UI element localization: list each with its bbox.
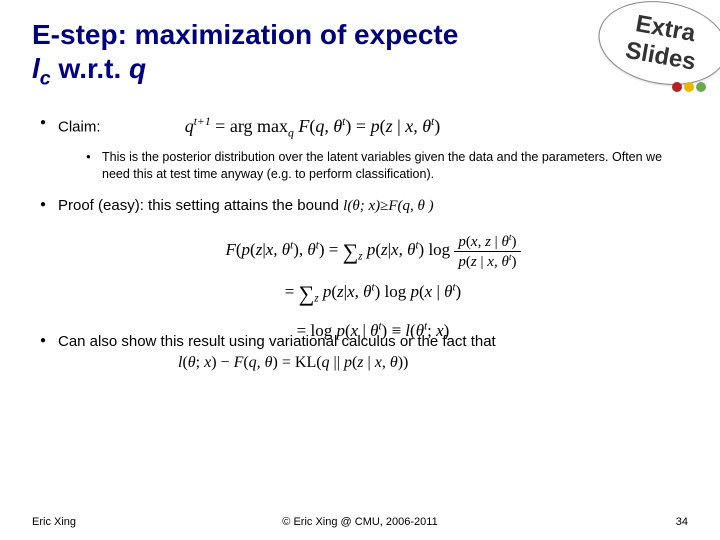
dot-2 [684,82,694,92]
footer-page-number: 34 [676,516,688,528]
footer-copyright: © Eric Xing @ CMU, 2006-2011 [282,516,437,528]
slide-footer: Eric Xing © Eric Xing @ CMU, 2006-2011 3… [0,516,720,528]
proof-math: l(θ; x)≥F(q, θ ) [343,198,433,214]
dot-3 [696,82,706,92]
can-also-text: Can also show this result using variatio… [58,333,496,350]
kl-equation: l(θ; x) − F(q, θ) = KL(q || p(z | x, θ)) [178,354,688,372]
footer-author: Eric Xing [32,516,76,528]
corner-dots [672,82,706,92]
bullet-claim: Claim: qt+1 = arg maxq F(q, θt) = p(z | … [40,115,688,183]
claim-note: This is the posterior distribution over … [86,149,688,183]
claim-equation: qt+1 = arg maxq F(q, θt) = p(z | x, θt) [185,115,441,140]
title-lc-sub: c [40,67,51,89]
title-wrt: w.r.t. [51,53,129,84]
slide-title: E-step: maximization of expecte lc w.r.t… [32,18,688,91]
bullet-can-also: Can also show this result using variatio… [40,333,688,374]
dot-1 [672,82,682,92]
bullet-proof: Proof (easy): this setting attains the b… [40,197,688,337]
title-line1: E-step: maximization of expecte [32,19,458,50]
title-lc-l: l [32,53,40,84]
claim-label: Claim: [58,118,101,135]
proof-derivation: F(p(z|x, θt), θt) = ∑z p(z|x, θt) log p(… [58,231,688,337]
proof-prefix: Proof (easy): this setting attains the b… [58,197,343,214]
title-q: q [129,53,146,84]
slide-body: Claim: qt+1 = arg maxq F(q, θt) = p(z | … [32,115,688,374]
